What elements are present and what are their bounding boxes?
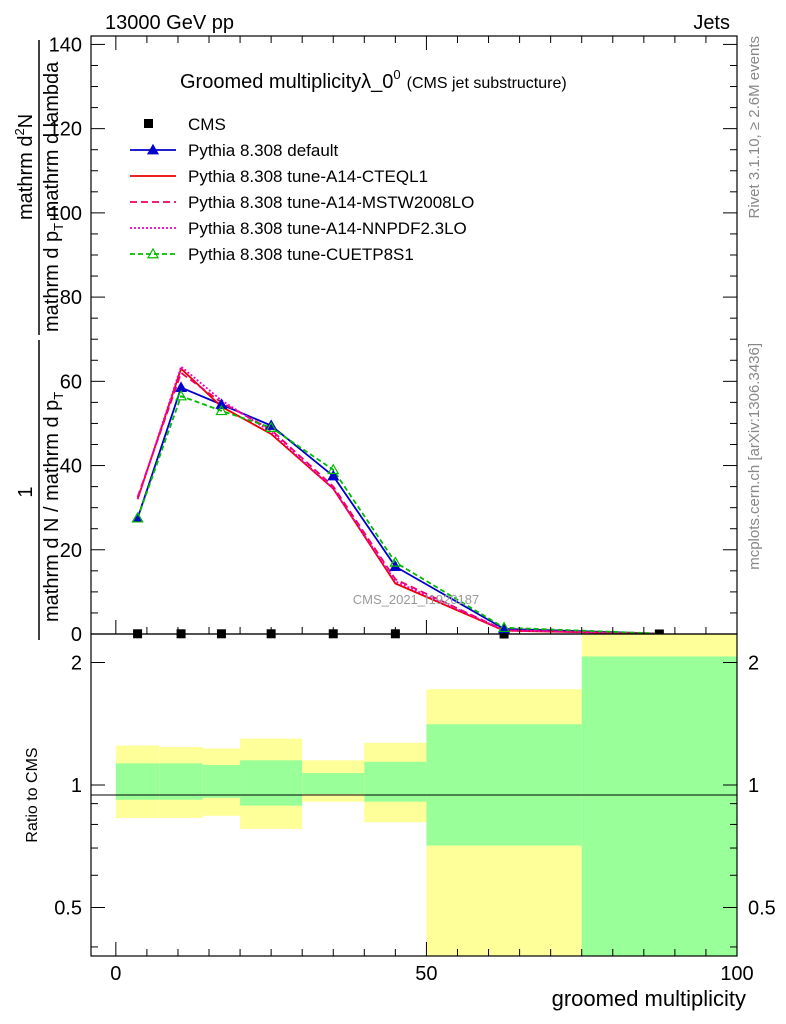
ratio-y-tick-label: 1 bbox=[71, 775, 82, 797]
x-tick-label: 50 bbox=[415, 963, 437, 985]
ratio-y-tick-label-right: 1 bbox=[748, 775, 759, 797]
main-ylabel-numerator: 1 bbox=[15, 486, 37, 497]
legend-label: Pythia 8.308 default bbox=[188, 141, 339, 160]
ratio-band-inner bbox=[115, 763, 160, 800]
legend: CMS Pythia 8.308 default Pythia 8.308 tune… bbox=[130, 115, 474, 264]
mcplots-citation-label: mcplots.cern.ch [arXiv:1306.3436] bbox=[746, 343, 763, 570]
x-tick-label: 0 bbox=[110, 963, 121, 985]
plot-title: Groomed multiplicityλ_00(CMS jet substru… bbox=[180, 67, 567, 93]
y-tick-label: 140 bbox=[49, 34, 82, 56]
y-tick-label: 20 bbox=[60, 540, 82, 562]
main-ylabel-right-numerator: mathrm d2N bbox=[12, 114, 37, 220]
y-tick-label: 120 bbox=[49, 119, 82, 141]
series-marker-5 bbox=[175, 389, 188, 401]
xlabel: groomed multiplicity bbox=[552, 986, 746, 1011]
y-tick-label: 80 bbox=[60, 287, 82, 309]
series-line-5 bbox=[136, 394, 660, 635]
rivet-version-label: Rivet 3.1.10, ≥ 2.6M events bbox=[746, 36, 763, 219]
series-marker-1 bbox=[215, 398, 228, 409]
y-tick-label: 100 bbox=[49, 203, 82, 225]
ratio-y-tick-label: 2 bbox=[71, 653, 82, 675]
series-marker-5 bbox=[327, 463, 340, 475]
ratio-band-inner bbox=[364, 761, 427, 802]
ratio-band-inner bbox=[240, 760, 303, 806]
series-marker-1 bbox=[498, 622, 511, 634]
ratio-y-tick-label-right: 0.5 bbox=[748, 897, 776, 919]
legend-marker-cms bbox=[144, 119, 153, 128]
y-tick-label: 40 bbox=[60, 456, 82, 478]
ratio-ylabel: Ratio to CMS bbox=[24, 747, 41, 842]
header-process: Jets bbox=[693, 12, 730, 34]
series-marker-5 bbox=[215, 404, 228, 416]
ratio-band-inner bbox=[581, 656, 737, 956]
series-marker-5 bbox=[389, 556, 402, 567]
ratio-panel-frame bbox=[90, 633, 738, 957]
series-marker-5 bbox=[498, 621, 511, 633]
legend-label: Pythia 8.308 tune-A14-MSTW2008LO bbox=[188, 193, 474, 212]
legend-marker bbox=[146, 247, 160, 259]
main-ylabel-right-denominator: mathrm d pT mathrm d lambda bbox=[41, 61, 66, 332]
axis-ticks: 0 50 100 0 20 40 60 80 100 120 140 0.5 0.5 1 1 2 2 bbox=[49, 34, 776, 985]
ratio-y-tick-label-right: 2 bbox=[748, 653, 759, 675]
legend-label: CMS bbox=[188, 115, 226, 134]
series-marker-5 bbox=[265, 421, 278, 432]
series-marker-5 bbox=[131, 511, 144, 523]
main-ylabel: 1 mathrm d N / mathrm d pT mathrm d2N ma… bbox=[12, 40, 66, 640]
legend-label: Pythia 8.308 tune-A14-CTEQL1 bbox=[188, 167, 428, 186]
y-tick-label: 60 bbox=[60, 371, 82, 393]
header-energy: 13000 GeV pp bbox=[105, 12, 234, 34]
legend-label: Pythia 8.308 tune-A14-NNPDF2.3LO bbox=[188, 219, 467, 238]
main-ylabel-denominator: mathrm d N / mathrm d pT bbox=[41, 392, 66, 622]
main-panel-series bbox=[136, 365, 660, 635]
ratio-panel-bands bbox=[115, 634, 737, 956]
ratio-y-tick-label: 0.5 bbox=[54, 897, 82, 919]
ratio-band-inner bbox=[159, 763, 203, 800]
series-line-4 bbox=[136, 365, 660, 635]
series-line-1 bbox=[136, 386, 660, 635]
series-marker-1 bbox=[327, 469, 340, 481]
analysis-watermark: CMS_2021_I1920187 bbox=[353, 592, 480, 607]
ratio-band-inner bbox=[426, 724, 582, 846]
legend-label: Pythia 8.308 tune-CUETP8S1 bbox=[188, 245, 414, 264]
legend-marker bbox=[146, 143, 160, 155]
y-tick-label: 0 bbox=[71, 624, 82, 646]
x-tick-label: 100 bbox=[720, 963, 753, 985]
ratio-band-inner bbox=[202, 764, 241, 798]
series-marker-1 bbox=[131, 511, 144, 523]
ratio-band-inner bbox=[302, 773, 365, 795]
